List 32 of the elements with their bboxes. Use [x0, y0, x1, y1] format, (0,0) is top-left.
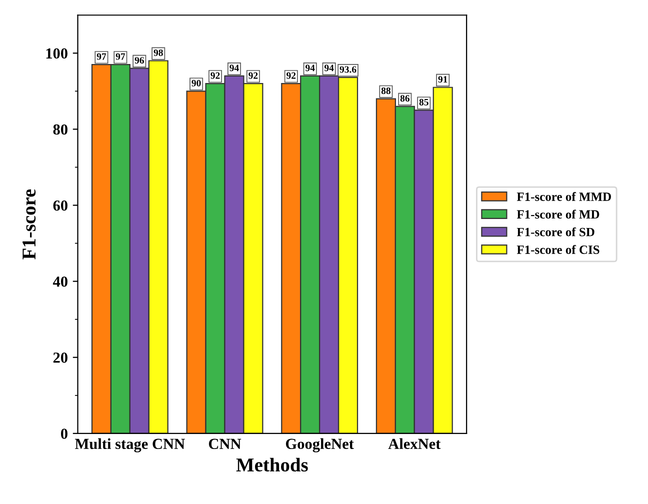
y-tick-label: 60 [53, 200, 68, 211]
data-label: 88 [381, 87, 390, 94]
y-tick-label: 40 [52, 276, 68, 287]
data-label: 97 [116, 53, 126, 60]
x-tick-label: CNN [208, 438, 242, 450]
data-label: 93.6 [340, 66, 356, 73]
x-tick-label: Multi stage CNN [75, 438, 185, 452]
x-axis-title: Methods [236, 458, 308, 472]
data-label: 94 [230, 64, 239, 72]
y-tick-label: 0 [60, 428, 68, 439]
data-label: 92 [286, 72, 296, 79]
data-label: 85 [419, 98, 428, 106]
legend-label: F1-score of MD [516, 210, 600, 219]
y-tick-label: 100 [46, 48, 68, 59]
data-label: 92 [210, 72, 220, 79]
y-axis-title: F1-score [22, 189, 36, 260]
legend-label: F1-score of MMD [516, 192, 611, 201]
x-tick-label: GoogleNet [286, 438, 354, 452]
legend-label: F1-score of SD [516, 227, 594, 236]
x-tick-label: AlexNet [388, 438, 441, 450]
data-label: 90 [192, 80, 201, 86]
data-label: 92 [248, 72, 258, 79]
data-label: 91 [438, 76, 448, 83]
data-label: 97 [96, 53, 106, 60]
data-label: 86 [400, 95, 410, 102]
y-tick-label: 80 [53, 124, 68, 135]
data-label: 94 [305, 64, 315, 72]
legend-label: F1-score of CIS [516, 245, 600, 254]
y-tick-label: 20 [53, 352, 68, 363]
data-label: 94 [324, 64, 334, 72]
data-label: 96 [134, 57, 144, 64]
data-label: 98 [154, 49, 163, 56]
